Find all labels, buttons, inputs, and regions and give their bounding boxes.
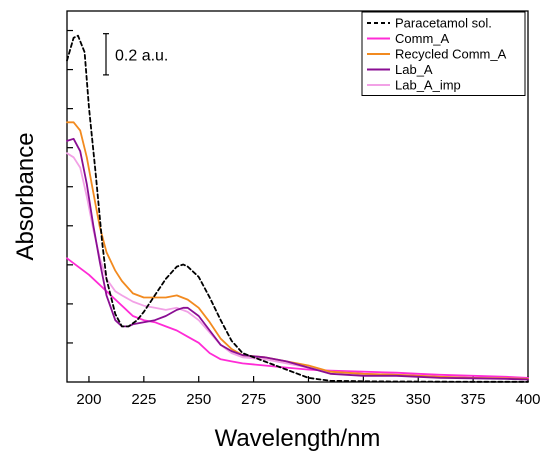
series-line-paracetamol-sol- xyxy=(66,34,529,383)
series-line-lab-a xyxy=(66,137,529,381)
plot-frame xyxy=(66,10,529,383)
legend-label: Lab_A_imp xyxy=(395,78,461,93)
spectra-lines xyxy=(66,34,529,383)
scale-bar-label: 0.2 a.u. xyxy=(115,47,168,64)
x-tick-label: 250 xyxy=(186,391,211,408)
x-tick-label: 400 xyxy=(515,391,540,408)
series-line-lab-a-imp xyxy=(66,152,529,380)
legend-label: Recycled Comm_A xyxy=(395,47,507,62)
legend-label: Paracetamol sol. xyxy=(395,16,492,31)
x-tick-label: 200 xyxy=(76,391,101,408)
x-axis-title: Wavelength/nm xyxy=(215,425,381,452)
y-axis-ticks xyxy=(67,29,73,344)
x-tick-label: 225 xyxy=(131,391,156,408)
x-tick-label: 275 xyxy=(241,391,266,408)
x-tick-label: 300 xyxy=(296,391,321,408)
x-tick-label: 325 xyxy=(351,391,376,408)
scale-bar: 0.2 a.u. xyxy=(103,33,168,76)
x-tick-label: 375 xyxy=(461,391,486,408)
series-line-comm-a xyxy=(66,257,529,379)
legend-label: Lab_A xyxy=(395,62,433,77)
x-tick-label: 350 xyxy=(406,391,431,408)
series-line-recycled-comm-a xyxy=(66,121,529,380)
plot-border xyxy=(66,10,529,383)
y-axis-title: Absorbance xyxy=(12,132,39,260)
legend-label: Comm_A xyxy=(395,31,450,46)
x-axis-ticks: 200 225 250 275 300 325 350 375 400 xyxy=(76,376,541,408)
